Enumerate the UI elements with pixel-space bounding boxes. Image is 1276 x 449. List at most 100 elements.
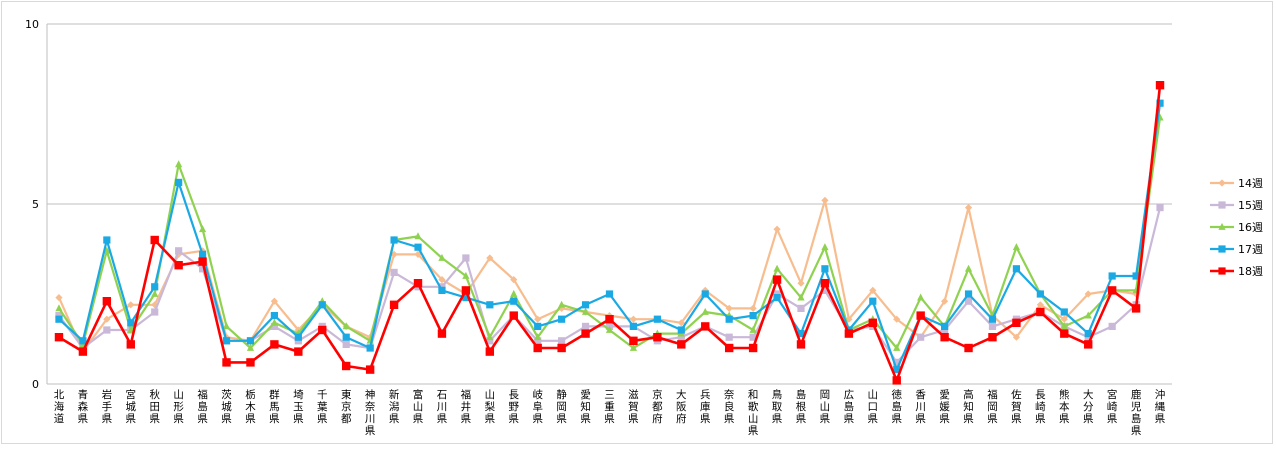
data-point <box>797 293 805 301</box>
data-point <box>1036 307 1045 317</box>
data-point <box>342 340 350 348</box>
data-point <box>390 268 398 276</box>
data-point <box>342 322 350 330</box>
data-point <box>988 315 997 323</box>
data-point <box>222 322 231 330</box>
data-point <box>462 254 470 262</box>
data-point <box>151 283 159 291</box>
data-point <box>1132 272 1140 280</box>
x-tick-label: 福岡県 <box>987 388 998 425</box>
data-point <box>749 333 757 341</box>
data-point <box>677 319 685 327</box>
x-tick-label: 福井県 <box>461 388 472 425</box>
data-point <box>103 315 111 323</box>
data-point <box>558 337 566 345</box>
x-tick-label: 岩手県 <box>102 388 113 425</box>
data-point <box>342 333 350 341</box>
x-tick-label: 鹿児島県 <box>1131 388 1142 437</box>
data-point <box>677 340 686 349</box>
data-point <box>701 290 709 298</box>
data-point <box>917 293 925 301</box>
x-tick-label: 高知県 <box>963 388 974 425</box>
data-point <box>151 301 159 309</box>
data-point <box>534 315 542 323</box>
data-point <box>127 319 135 327</box>
data-point <box>1218 245 1226 253</box>
data-point <box>773 294 781 302</box>
data-point <box>365 365 375 374</box>
data-point <box>724 343 734 353</box>
data-point <box>821 243 829 251</box>
data-point <box>1084 340 1093 349</box>
data-point <box>988 322 997 330</box>
data-point <box>677 326 685 334</box>
x-tick-label: 石川県 <box>437 389 448 425</box>
data-point <box>437 329 447 338</box>
data-point <box>773 264 781 272</box>
x-tick-label: 愛知県 <box>580 388 591 425</box>
x-tick-label: 山梨県 <box>485 389 496 425</box>
legend-label: 16週 <box>1238 221 1263 234</box>
data-point <box>54 333 64 342</box>
data-point <box>1218 179 1226 187</box>
data-point <box>198 265 207 273</box>
x-tick-label: 熊本県 <box>1059 388 1070 425</box>
x-tick-label: 宮城県 <box>126 388 137 425</box>
data-point <box>1156 99 1164 107</box>
data-point <box>893 315 901 323</box>
data-point <box>270 322 278 330</box>
data-point <box>941 297 949 305</box>
data-point <box>246 343 255 351</box>
data-point <box>485 347 495 356</box>
data-point <box>893 358 901 366</box>
data-point <box>1108 272 1116 280</box>
data-point <box>79 337 87 345</box>
data-point <box>270 340 279 349</box>
data-point <box>175 247 183 255</box>
data-point <box>1156 204 1164 212</box>
data-point <box>1060 329 1069 338</box>
data-point <box>55 315 63 323</box>
data-point <box>1060 308 1068 316</box>
legend-label: 17週 <box>1238 243 1263 256</box>
data-point <box>318 301 326 309</box>
data-point <box>389 300 399 309</box>
series-4 <box>55 99 1164 374</box>
x-tick-label: 三重県 <box>604 389 615 425</box>
data-point <box>342 361 351 371</box>
x-tick-label: 栃木県 <box>245 388 256 425</box>
x-tick-label: 千葉県 <box>317 389 328 425</box>
data-point <box>510 276 518 284</box>
data-point <box>748 343 758 353</box>
data-point <box>1036 290 1044 298</box>
x-tick-label: 新潟県 <box>389 388 400 425</box>
data-point <box>486 301 494 309</box>
data-point <box>486 337 494 345</box>
data-point <box>1218 267 1226 275</box>
data-point <box>941 322 949 330</box>
data-point <box>462 271 470 279</box>
data-point <box>151 308 159 316</box>
y-tick-label: 5 <box>32 198 39 211</box>
data-point <box>844 329 854 338</box>
data-point <box>533 343 542 353</box>
y-tick-label: 10 <box>25 18 39 31</box>
data-point <box>821 286 829 294</box>
y-axis-ticks: 0 5 10 <box>25 18 39 391</box>
data-point <box>893 366 901 374</box>
x-tick-label: 茨城県 <box>221 388 232 425</box>
legend-item: 15週 <box>1210 199 1263 212</box>
x-tick-label: 滋賀県 <box>628 388 639 425</box>
data-point <box>749 304 757 312</box>
data-point <box>821 265 829 273</box>
data-point <box>270 318 278 326</box>
data-point <box>725 315 733 323</box>
x-tick-label: 岡山県 <box>820 389 831 425</box>
data-point <box>892 376 901 385</box>
data-point <box>558 304 566 312</box>
data-point <box>1108 322 1116 330</box>
data-point <box>629 315 638 323</box>
data-point <box>797 304 805 312</box>
data-point <box>198 250 207 258</box>
data-point <box>438 286 446 294</box>
